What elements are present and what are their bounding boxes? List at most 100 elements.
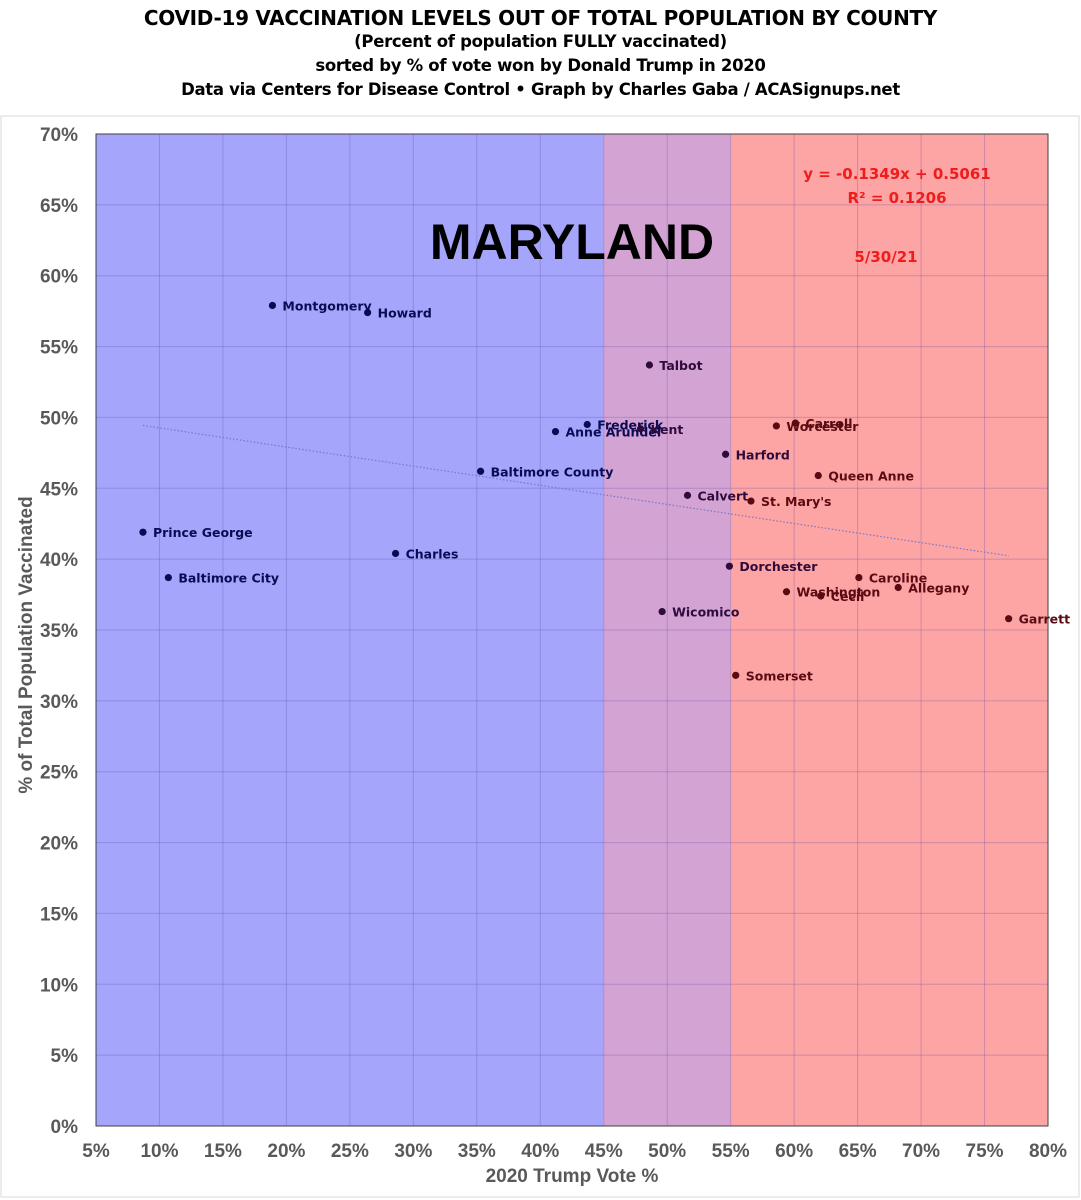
- x-tick-label: 60%: [775, 1141, 813, 1162]
- point-marker: [791, 419, 800, 427]
- point-marker: [583, 420, 591, 429]
- x-tick-label: 55%: [712, 1141, 750, 1162]
- x-tick-label: 65%: [839, 1141, 877, 1162]
- data-point: Worcester: [772, 419, 859, 434]
- y-tick-label: 5%: [51, 1046, 79, 1067]
- data-point: Garrett: [1005, 612, 1070, 627]
- point-label: Somerset: [746, 668, 813, 683]
- point-label: Talbot: [659, 358, 702, 373]
- x-axis-title: 2020 Trump Vote %: [486, 1166, 659, 1187]
- point-marker: [725, 562, 733, 570]
- point-marker: [772, 422, 780, 430]
- y-tick-label: 65%: [40, 196, 78, 217]
- point-marker: [732, 671, 740, 679]
- zone-red: [730, 134, 1048, 1126]
- data-point: Somerset: [732, 668, 813, 683]
- point-marker: [391, 549, 400, 558]
- y-tick-label: 0%: [51, 1117, 79, 1138]
- chart-header: COVID-19 VACCINATION LEVELS OUT OF TOTAL…: [0, 6, 1081, 102]
- point-label: Worcester: [786, 419, 859, 434]
- point-label: Dorchester: [739, 559, 818, 574]
- x-tick-label: 45%: [585, 1141, 623, 1162]
- y-tick-label: 35%: [40, 621, 78, 642]
- x-tick-label: 75%: [966, 1141, 1004, 1162]
- y-tick-label: 50%: [40, 408, 78, 429]
- gridlines: [96, 134, 1048, 1126]
- chart-subtitle-1: (Percent of population FULLY vaccinated): [354, 32, 727, 51]
- data-point: Montgomery: [268, 298, 372, 313]
- y-tick-label: 45%: [40, 479, 78, 500]
- point-label: Montgomery: [282, 298, 371, 313]
- point-marker: [721, 450, 730, 458]
- data-point: Prince George: [139, 525, 253, 540]
- y-tick-label: 70%: [40, 125, 78, 146]
- point-marker: [139, 528, 147, 536]
- data-point: Allegany: [894, 580, 969, 595]
- trendline: [142, 424, 1009, 557]
- point-label: Prince George: [153, 525, 253, 540]
- zone-blue: [96, 134, 604, 1126]
- data-point: Cecil: [817, 589, 864, 604]
- point-marker: [894, 583, 902, 592]
- x-tick-label: 50%: [648, 1141, 686, 1162]
- y-axis-ticks: 0% 5% 10% 15% 20% 25% 30% 35% 40% 45% 50% 55% 60% 65%…: [40, 125, 78, 1138]
- x-tick-label: 20%: [267, 1141, 305, 1162]
- data-point: Kent: [636, 422, 683, 437]
- point-label: Cecil: [831, 589, 865, 604]
- point-marker: [782, 588, 791, 596]
- y-tick-label: 25%: [40, 763, 78, 784]
- y-tick-label: 40%: [40, 550, 78, 571]
- point-marker: [855, 573, 863, 582]
- data-point: Caroline: [855, 571, 927, 586]
- y-tick-label: 55%: [40, 338, 78, 359]
- point-label: Charles: [406, 546, 459, 561]
- point-label: St. Mary's: [761, 494, 832, 509]
- point-label: Harford: [736, 447, 790, 462]
- x-axis-ticks: 5% 10% 15% 20% 25% 30% 35% 40% 45% 50% 55% 60% 65% 70…: [82, 1141, 1067, 1162]
- x-tick-label: 35%: [458, 1141, 496, 1162]
- data-point: Charles: [391, 546, 459, 561]
- point-marker: [645, 361, 654, 369]
- chart-subtitle-2: sorted by % of vote won by Donald Trump …: [315, 56, 766, 75]
- y-tick-label: 10%: [40, 975, 78, 996]
- state-title: MARYLAND: [430, 214, 714, 270]
- point-label: Wicomico: [672, 605, 740, 620]
- data-point: Dorchester: [725, 559, 818, 574]
- point-marker: [551, 428, 560, 436]
- data-point: St. Mary's: [747, 494, 832, 509]
- x-tick-label: 70%: [902, 1141, 940, 1162]
- point-marker: [747, 497, 755, 505]
- point-marker: [477, 467, 485, 475]
- y-tick-label: 30%: [40, 692, 78, 713]
- data-point: Wicomico: [658, 605, 740, 620]
- data-point: Frederick: [583, 418, 664, 433]
- point-marker: [683, 491, 692, 499]
- x-tick-label: 5%: [82, 1141, 110, 1162]
- data-point: Carroll: [791, 416, 853, 431]
- x-tick-label: 40%: [521, 1141, 559, 1162]
- y-axis-title: % of Total Population Vaccinated: [16, 496, 37, 793]
- point-label: Garrett: [1019, 612, 1070, 627]
- point-marker: [164, 573, 172, 582]
- point-marker: [814, 471, 822, 480]
- x-tick-label: 25%: [331, 1141, 369, 1162]
- point-label: Howard: [378, 306, 432, 321]
- x-tick-label: 30%: [394, 1141, 432, 1162]
- point-label: Baltimore County: [491, 464, 614, 479]
- point-label: Carroll: [805, 416, 852, 431]
- data-point: Baltimore County: [477, 464, 613, 479]
- plot-border: [95, 133, 1049, 1127]
- point-marker: [1005, 615, 1013, 623]
- data-point: Queen Anne: [814, 469, 914, 484]
- point-marker: [636, 425, 645, 433]
- data-point: Harford: [721, 447, 790, 462]
- point-marker: [817, 592, 825, 600]
- zone-purple: [603, 134, 731, 1126]
- point-label: Allegany: [908, 580, 969, 595]
- point-label: Calvert: [698, 488, 749, 503]
- x-tick-label: 10%: [140, 1141, 178, 1162]
- data-point: Baltimore City: [164, 571, 279, 586]
- data-point: Calvert: [683, 488, 749, 503]
- x-tick-label: 80%: [1029, 1141, 1067, 1162]
